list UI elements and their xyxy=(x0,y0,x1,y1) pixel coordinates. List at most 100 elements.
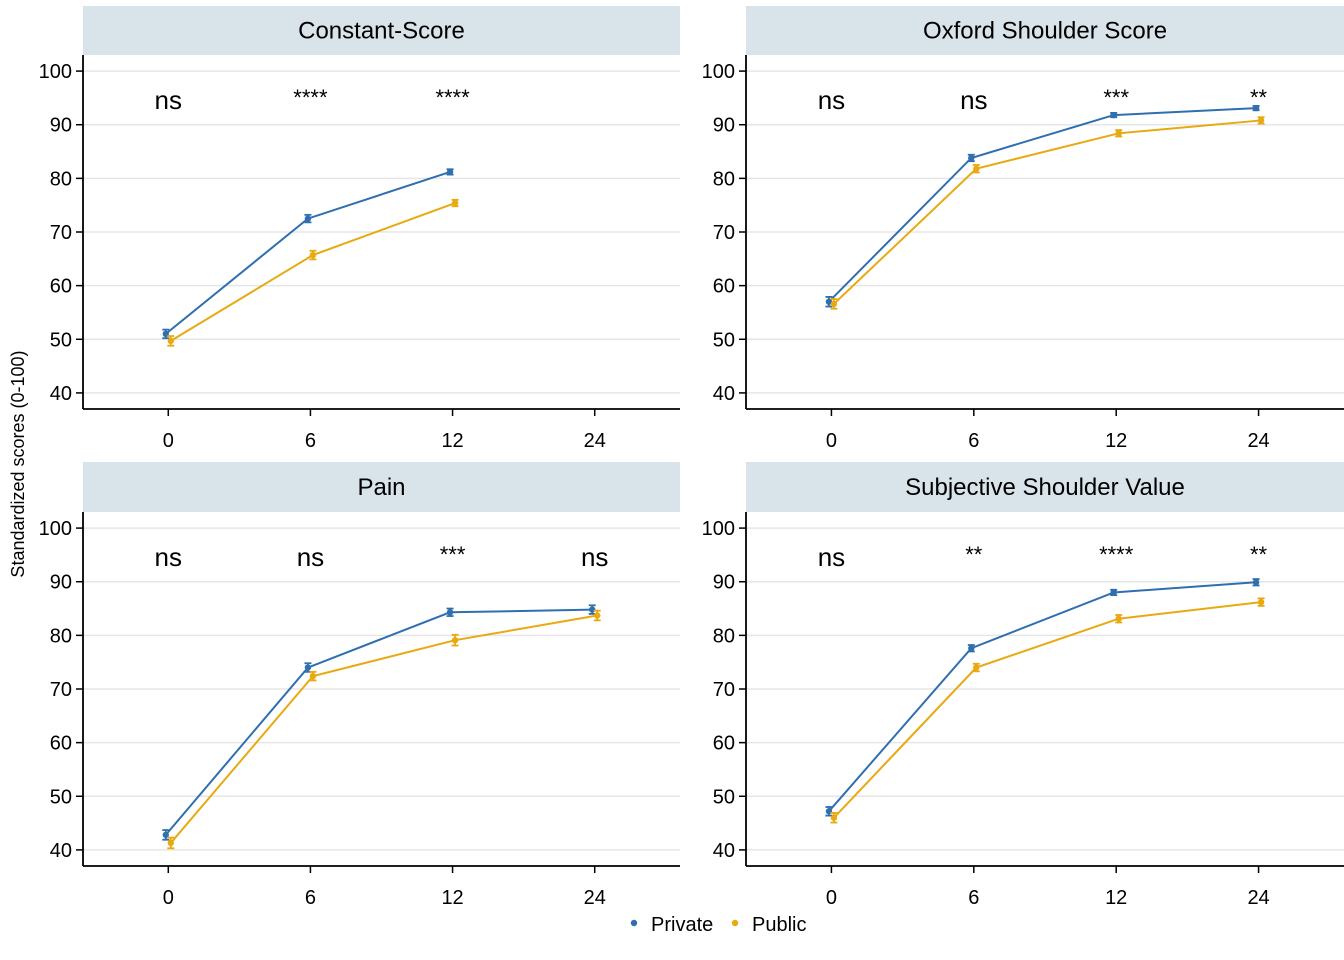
y-tick-label: 50 xyxy=(50,329,72,351)
significance-label: *** xyxy=(1103,85,1129,110)
x-tick-label: 12 xyxy=(441,430,463,452)
series-line-private xyxy=(828,581,1257,812)
data-point-public xyxy=(309,672,317,680)
x-tick-label: 12 xyxy=(1105,430,1127,452)
y-tick-label: 80 xyxy=(50,625,72,647)
data-point-private xyxy=(825,298,833,305)
y-tick-label: 100 xyxy=(39,518,72,540)
y-axis-label: Standardized scores (0-100) xyxy=(8,350,28,577)
facet-strip xyxy=(83,6,680,55)
x-tick-label: 0 xyxy=(163,430,174,452)
significance-label: ** xyxy=(1250,85,1268,110)
facet-strip xyxy=(746,6,1344,55)
legend-swatch xyxy=(630,919,638,927)
series-line-public xyxy=(833,119,1262,305)
significance-label: ns xyxy=(155,85,182,115)
data-point-public xyxy=(167,839,174,847)
y-tick-label: 40 xyxy=(713,383,735,405)
data-point-public xyxy=(1257,117,1265,124)
facet-panel-4: Subjective Shoulder Value405060708090100… xyxy=(702,462,1344,909)
data-point-private xyxy=(304,215,312,222)
legend-item-public: Public xyxy=(731,914,806,936)
data-point-public xyxy=(1115,615,1122,622)
facet-strip xyxy=(746,462,1344,512)
data-point-private xyxy=(968,645,975,652)
series-line-public xyxy=(170,202,456,342)
data-point-public xyxy=(973,664,980,671)
y-tick-label: 70 xyxy=(713,679,735,701)
facet-title: Subjective Shoulder Value xyxy=(905,474,1185,501)
y-tick-label: 90 xyxy=(50,572,72,594)
data-point-public xyxy=(451,199,459,207)
significance-label: ns xyxy=(297,542,324,572)
y-tick-label: 50 xyxy=(713,786,735,808)
significance-label: ns xyxy=(155,542,182,572)
x-tick-label: 6 xyxy=(968,430,979,452)
legend-label: Public xyxy=(752,914,806,936)
x-tick-label: 6 xyxy=(305,887,316,909)
y-tick-label: 100 xyxy=(702,61,735,83)
significance-label: ns xyxy=(581,542,608,572)
x-tick-label: 6 xyxy=(305,430,316,452)
data-point-private xyxy=(1110,589,1117,596)
legend-item-private: Private xyxy=(630,914,713,936)
y-tick-label: 50 xyxy=(50,786,72,808)
y-tick-label: 80 xyxy=(713,625,735,647)
data-point-private xyxy=(1110,111,1117,119)
x-tick-label: 12 xyxy=(1105,887,1127,909)
facet-strip xyxy=(83,462,680,512)
y-tick-label: 80 xyxy=(713,168,735,190)
data-point-private xyxy=(446,168,454,176)
facet-panel-3: Pain 40 50 60 70 80 90 100 0 6 12 24 ns ns *** ns xyxy=(39,462,680,909)
series-line-private xyxy=(165,170,451,335)
facet-title: Pain xyxy=(357,474,405,501)
x-tick-label: 12 xyxy=(441,887,463,909)
x-tick-label: 0 xyxy=(826,887,837,909)
y-tick-label: 40 xyxy=(713,840,735,862)
significance-label: ** xyxy=(965,542,983,567)
y-tick-label: 100 xyxy=(702,518,735,540)
x-tick-label: 24 xyxy=(584,430,606,452)
data-point-private xyxy=(304,664,312,671)
data-point-public xyxy=(167,337,174,345)
x-tick-label: 0 xyxy=(163,887,174,909)
y-tick-label: 60 xyxy=(50,276,72,298)
significance-label: **** xyxy=(1099,542,1134,567)
significance-label: ns xyxy=(818,85,845,115)
significance-label: *** xyxy=(440,542,466,567)
data-point-public xyxy=(451,636,459,644)
x-tick-label: 6 xyxy=(968,887,979,909)
series-line-private xyxy=(828,107,1257,303)
y-tick-label: 90 xyxy=(50,115,72,137)
y-tick-label: 60 xyxy=(50,733,72,755)
y-tick-label: 70 xyxy=(50,679,72,701)
facet-panel-1: Constant-Score 40 50 60 70 80 90 100 0 6 12 24 ns ***… xyxy=(39,6,680,452)
x-tick-label: 0 xyxy=(826,430,837,452)
data-point-private xyxy=(162,831,169,839)
data-point-private xyxy=(1252,104,1260,112)
data-point-public xyxy=(830,814,838,821)
data-point-public xyxy=(973,165,980,172)
significance-label: ** xyxy=(1250,542,1268,567)
y-tick-label: 70 xyxy=(713,222,735,244)
significance-label: **** xyxy=(435,85,470,110)
y-tick-label: 80 xyxy=(50,168,72,190)
significance-label: ns xyxy=(818,542,845,572)
y-tick-label: 100 xyxy=(39,61,72,83)
y-tick-label: 60 xyxy=(713,733,735,755)
significance-label: ns xyxy=(960,85,987,115)
y-tick-label: 50 xyxy=(713,329,735,351)
series-line-private xyxy=(165,608,593,836)
legend-swatch xyxy=(731,919,739,927)
y-tick-label: 40 xyxy=(50,840,72,862)
data-point-private xyxy=(1252,579,1260,586)
facet-title: Constant-Score xyxy=(298,18,465,45)
y-tick-label: 90 xyxy=(713,115,735,137)
legend-label: Private xyxy=(651,914,713,936)
significance-label: **** xyxy=(293,85,328,110)
facet-panel-2: Oxford Shoulder Score 40 50 60 70 80 90 100 0 6 12… xyxy=(702,6,1344,452)
data-point-public xyxy=(309,251,317,259)
data-point-private xyxy=(446,609,454,616)
